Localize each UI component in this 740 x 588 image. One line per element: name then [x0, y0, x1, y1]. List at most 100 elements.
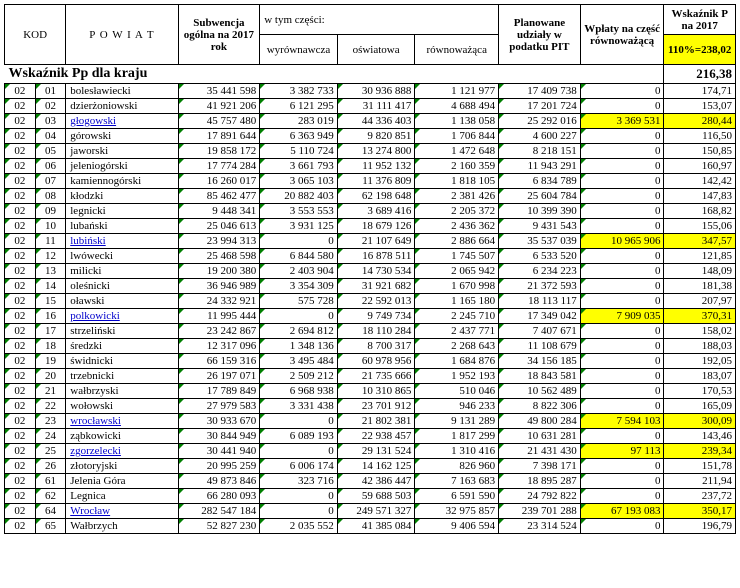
cell-oswiatowa: 249 571 327: [337, 504, 415, 519]
cell-oswiatowa: 9 749 734: [337, 309, 415, 324]
cell-powiat: Wałbrzych: [66, 519, 178, 534]
cell-powiat[interactable]: lubiński: [66, 234, 178, 249]
cell-powiat[interactable]: głogowski: [66, 114, 178, 129]
cell-subwencja: 49 873 846: [178, 474, 260, 489]
cell-wplaty: 0: [580, 339, 664, 354]
cell-powiat: lubański: [66, 219, 178, 234]
cell-rownowazaca: 826 960: [415, 459, 499, 474]
hdr-oswiatowa: oświatowa: [337, 35, 415, 65]
cell-rownowazaca: 1 310 416: [415, 444, 499, 459]
cell-oswiatowa: 11 952 132: [337, 159, 415, 174]
table-row: 0265Wałbrzych52 827 2302 035 55241 385 0…: [5, 519, 736, 534]
cell-wskaznik: 168,82: [664, 204, 736, 219]
cell-wyrownawcza: 3 065 103: [260, 174, 338, 189]
table-row: 0214oleśnicki36 946 9893 354 30931 921 6…: [5, 279, 736, 294]
cell-kod1: 02: [5, 294, 36, 309]
cell-wyrownawcza: 6 363 949: [260, 129, 338, 144]
table-row: 0211lubiński23 994 313021 107 6492 886 6…: [5, 234, 736, 249]
cell-pit: 11 943 291: [499, 159, 581, 174]
cell-powiat: kamiennogórski: [66, 174, 178, 189]
cell-kod2: 22: [35, 399, 66, 414]
cell-kod2: 23: [35, 414, 66, 429]
cell-wyrownawcza: 3 661 793: [260, 159, 338, 174]
cell-pit: 24 792 822: [499, 489, 581, 504]
cell-wskaznik: 196,79: [664, 519, 736, 534]
cell-oswiatowa: 31 111 417: [337, 99, 415, 114]
cell-pit: 8 822 306: [499, 399, 581, 414]
cell-powiat[interactable]: polkowicki: [66, 309, 178, 324]
cell-wyrownawcza: 1 348 136: [260, 339, 338, 354]
cell-kod2: 25: [35, 444, 66, 459]
cell-kod1: 02: [5, 489, 36, 504]
cell-pit: 9 431 543: [499, 219, 581, 234]
cell-wplaty: 0: [580, 489, 664, 504]
cell-rownowazaca: 32 975 857: [415, 504, 499, 519]
cell-pit: 25 604 784: [499, 189, 581, 204]
cell-wskaznik: 207,97: [664, 294, 736, 309]
cell-wskaznik: 151,78: [664, 459, 736, 474]
cell-kod1: 02: [5, 204, 36, 219]
cell-powiat: ząbkowicki: [66, 429, 178, 444]
cell-wyrownawcza: 6 006 174: [260, 459, 338, 474]
cell-rownowazaca: 6 591 590: [415, 489, 499, 504]
cell-kod2: 10: [35, 219, 66, 234]
cell-pit: 23 314 524: [499, 519, 581, 534]
cell-rownowazaca: 2 381 426: [415, 189, 499, 204]
cell-powiat: oławski: [66, 294, 178, 309]
cell-wskaznik: 350,17: [664, 504, 736, 519]
cell-wskaznik: 160,97: [664, 159, 736, 174]
cell-wskaznik: 121,85: [664, 249, 736, 264]
cell-subwencja: 66 280 093: [178, 489, 260, 504]
cell-subwencja: 35 441 598: [178, 84, 260, 99]
cell-kod2: 12: [35, 249, 66, 264]
cell-kod2: 09: [35, 204, 66, 219]
cell-subwencja: 36 946 989: [178, 279, 260, 294]
cell-wplaty: 0: [580, 264, 664, 279]
cell-oswiatowa: 59 688 503: [337, 489, 415, 504]
cell-kod2: 04: [35, 129, 66, 144]
cell-oswiatowa: 22 592 013: [337, 294, 415, 309]
cell-kod1: 02: [5, 474, 36, 489]
cell-wskaznik: 158,02: [664, 324, 736, 339]
cell-kod2: 64: [35, 504, 66, 519]
cell-pit: 49 800 284: [499, 414, 581, 429]
cell-kod1: 02: [5, 234, 36, 249]
table-row: 0220trzebnicki26 197 0712 509 21221 735 …: [5, 369, 736, 384]
cell-pit: 17 201 724: [499, 99, 581, 114]
cell-kod2: 65: [35, 519, 66, 534]
hdr-wyrownawcza: wyrównawcza: [260, 35, 338, 65]
cell-pit: 4 600 227: [499, 129, 581, 144]
cell-kod2: 15: [35, 294, 66, 309]
cell-subwencja: 41 921 206: [178, 99, 260, 114]
cell-rownowazaca: 1 706 844: [415, 129, 499, 144]
cell-rownowazaca: 2 437 771: [415, 324, 499, 339]
cell-rownowazaca: 1 121 977: [415, 84, 499, 99]
table-row: 0222wołowski27 979 5833 331 43823 701 91…: [5, 399, 736, 414]
cell-kod1: 02: [5, 159, 36, 174]
cell-wplaty: 0: [580, 219, 664, 234]
table-row: 0223wrocławski30 933 670021 802 3819 131…: [5, 414, 736, 429]
cell-kod1: 02: [5, 444, 36, 459]
cell-wyrownawcza: 6 121 295: [260, 99, 338, 114]
cell-pit: 6 234 223: [499, 264, 581, 279]
cell-kod2: 08: [35, 189, 66, 204]
cell-kod1: 02: [5, 264, 36, 279]
cell-kod2: 62: [35, 489, 66, 504]
cell-powiat: kłodzki: [66, 189, 178, 204]
cell-wskaznik: 211,94: [664, 474, 736, 489]
cell-wplaty: 0: [580, 399, 664, 414]
table-row: 0213milicki19 200 3802 403 90414 730 534…: [5, 264, 736, 279]
cell-powiat[interactable]: wrocławski: [66, 414, 178, 429]
cell-wplaty: 0: [580, 369, 664, 384]
cell-powiat[interactable]: zgorzelecki: [66, 444, 178, 459]
cell-oswiatowa: 29 131 524: [337, 444, 415, 459]
table-body: 0201bolesławiecki35 441 5983 382 73330 9…: [5, 84, 736, 534]
table-row: 0217strzeliński23 242 8672 694 81218 110…: [5, 324, 736, 339]
cell-oswiatowa: 14 730 534: [337, 264, 415, 279]
cell-subwencja: 11 995 444: [178, 309, 260, 324]
cell-powiat[interactable]: Wrocław: [66, 504, 178, 519]
cell-wyrownawcza: 6 844 580: [260, 249, 338, 264]
cell-wskaznik: 192,05: [664, 354, 736, 369]
cell-wplaty: 0: [580, 519, 664, 534]
cell-kod1: 02: [5, 519, 36, 534]
